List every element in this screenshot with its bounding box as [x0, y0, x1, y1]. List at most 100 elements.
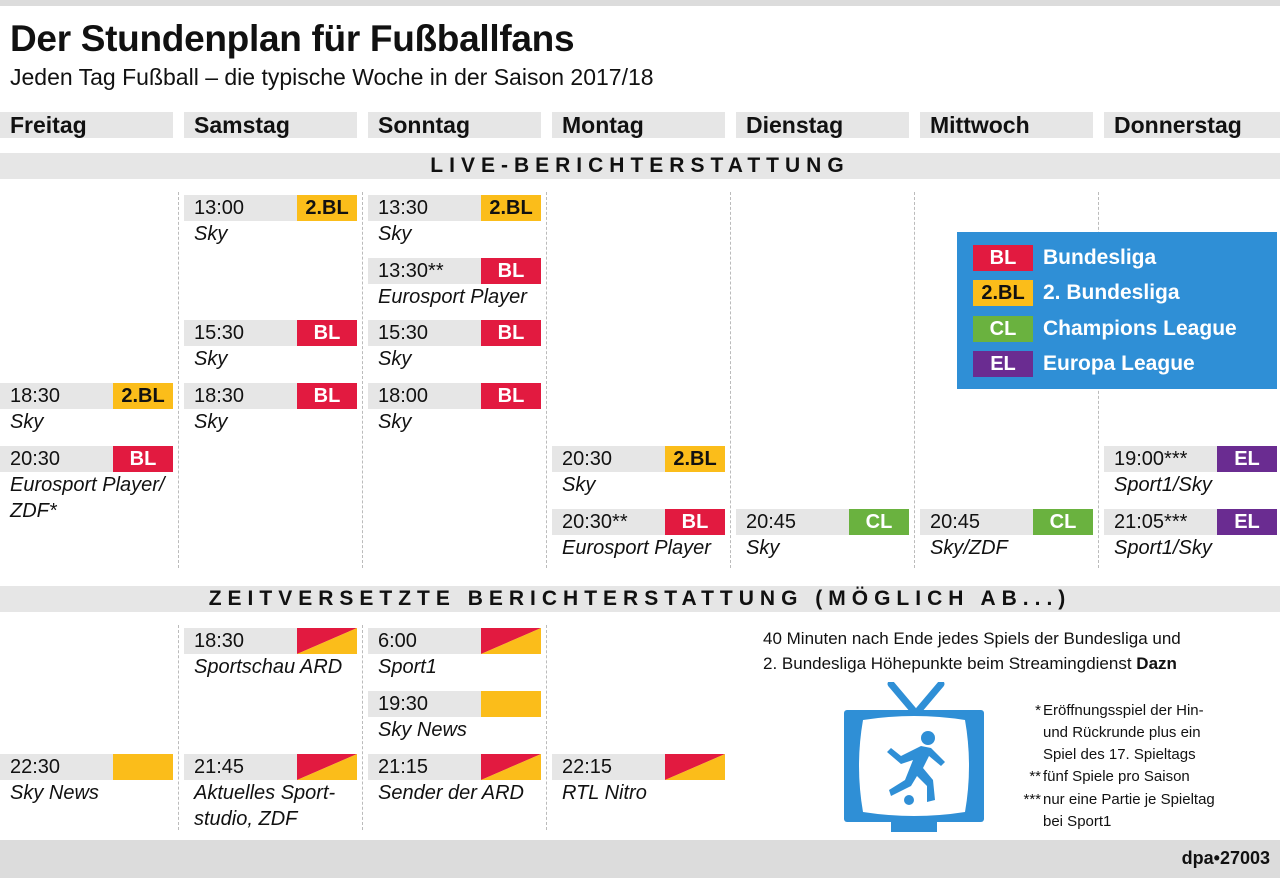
badge-2bl: 2.BL — [113, 383, 173, 409]
column-separator — [178, 625, 179, 830]
badge-2bl: 2.BL — [297, 195, 357, 221]
live-slot-time: 21:05*** EL — [1104, 509, 1277, 535]
badge-el: EL — [1217, 509, 1277, 535]
live-slot-time: 15:30 BL — [368, 320, 541, 346]
page-subtitle: Jeden Tag Fußball – die typische Woche i… — [10, 64, 654, 90]
badge-2bl: 2.BL — [481, 195, 541, 221]
top-rule — [0, 0, 1280, 6]
badge-bl: BL — [297, 320, 357, 346]
live-slot-channel: Sky — [194, 223, 228, 245]
legend-label: 2. Bundesliga — [1043, 281, 1180, 304]
delayed-slot-time: 21:15 — [368, 754, 541, 780]
column-separator — [178, 192, 179, 568]
delayed-slot-channel: Sky News — [10, 782, 99, 804]
column-separator — [546, 625, 547, 830]
delayed-slot-time: 22:30 — [0, 754, 173, 780]
column-separator — [362, 625, 363, 830]
day-header-sonntag: Sonntag — [368, 112, 541, 138]
footnote-mark: * — [1035, 702, 1041, 719]
legend-label: Champions League — [1043, 317, 1237, 340]
live-slot-time: 20:30** BL — [552, 509, 725, 535]
live-slot-channel: Eurosport Player/ — [10, 474, 165, 496]
live-slot-channel: ZDF* — [10, 500, 57, 522]
dazn-note-line2: 2. Bundesliga Höhepunkte beim Streamingd… — [763, 654, 1177, 673]
delayed-slot-channel: Sky News — [378, 719, 467, 741]
live-slot-time: 20:30 2.BL — [552, 446, 725, 472]
column-separator — [914, 192, 915, 568]
footnote-text: und Rückrunde plus ein — [1043, 724, 1201, 741]
live-slot-time: 20:45 CL — [736, 509, 909, 535]
live-slot-channel: Sky — [194, 411, 228, 433]
footnote-text: fünf Spiele pro Saison — [1043, 768, 1190, 785]
live-slot-channel: Sky — [378, 411, 412, 433]
day-header-samstag: Samstag — [184, 112, 357, 138]
live-slot-time: 20:45 CL — [920, 509, 1093, 535]
column-separator — [362, 192, 363, 568]
live-slot-channel: Sky — [194, 348, 228, 370]
live-slot-channel: Eurosport Player — [562, 537, 711, 559]
delayed-slot-time: 18:30 — [184, 628, 357, 654]
legend-swatch: EL — [973, 351, 1033, 377]
column-separator — [730, 192, 731, 568]
delayed-slot-channel: Sport1 — [378, 656, 437, 678]
badge-bl: BL — [481, 258, 541, 284]
column-separator — [546, 192, 547, 568]
ard-swatch — [481, 754, 541, 780]
delayed-slot-time: 6:00 — [368, 628, 541, 654]
live-section-header: LIVE-BERICHTERSTATTUNG — [0, 153, 1280, 179]
page-title: Der Stundenplan für Fußballfans — [10, 18, 575, 59]
delayed-slot-channel: RTL Nitro — [562, 782, 647, 804]
badge-bl: BL — [481, 320, 541, 346]
legend: BL Bundesliga 2.BL 2. Bundesliga CL Cham… — [957, 232, 1277, 389]
live-slot-channel: Sky — [378, 223, 412, 245]
live-slot-channel: Sky — [378, 348, 412, 370]
live-slot-time: 19:00*** EL — [1104, 446, 1277, 472]
live-slot-time: 20:30 BL — [0, 446, 173, 472]
badge-el: EL — [1217, 446, 1277, 472]
legend-swatch: 2.BL — [973, 280, 1033, 306]
badge-cl: CL — [849, 509, 909, 535]
day-header-mittwoch: Mittwoch — [920, 112, 1093, 138]
day-header-donnerstag: Donnerstag — [1104, 112, 1280, 138]
rtl-nitro-swatch — [665, 754, 725, 780]
source-credit: dpa•27003 — [1181, 848, 1270, 868]
live-slot-time: 18:30 BL — [184, 383, 357, 409]
footnote-mark: *** — [1023, 791, 1041, 808]
footnote-text: bei Sport1 — [1043, 813, 1112, 830]
badge-bl: BL — [113, 446, 173, 472]
delayed-slot-time: 19:30 — [368, 691, 541, 717]
badge-bl: BL — [481, 383, 541, 409]
badge-bl: BL — [297, 383, 357, 409]
live-slot-time: 13:30 2.BL — [368, 195, 541, 221]
badge-bl: BL — [665, 509, 725, 535]
footer-bar — [0, 840, 1280, 878]
delayed-slot-time: 21:45 — [184, 754, 357, 780]
footnote-text: nur eine Partie je Spieltag — [1043, 791, 1215, 808]
live-slot-channel: Sky — [562, 474, 596, 496]
delayed-section-header: ZEITVERSETZTE BERICHTERSTATTUNG (MÖGLICH… — [0, 586, 1280, 612]
live-slot-channel: Sport1/Sky — [1114, 474, 1212, 496]
badge-cl: CL — [1033, 509, 1093, 535]
footnote-text: Spiel des 17. Spieltags — [1043, 746, 1196, 763]
live-slot-time: 13:00 2.BL — [184, 195, 357, 221]
footnote-mark: ** — [1029, 768, 1041, 785]
day-header-freitag: Freitag — [0, 112, 173, 138]
ard-swatch — [297, 628, 357, 654]
live-slot-time: 18:30 2.BL — [0, 383, 173, 409]
footnote-text: Eröffnungsspiel der Hin- — [1043, 702, 1204, 719]
legend-label: Europa League — [1043, 352, 1195, 375]
dazn-note-line1: 40 Minuten nach Ende jedes Spiels der Bu… — [763, 629, 1181, 648]
live-slot-channel: Sport1/Sky — [1114, 537, 1212, 559]
legend-swatch: BL — [973, 245, 1033, 271]
live-slot-channel: Eurosport Player — [378, 286, 527, 308]
live-slot-channel: Sky/ZDF — [930, 537, 1008, 559]
delayed-slot-time: 22:15 — [552, 754, 725, 780]
tv-football-icon — [844, 682, 984, 832]
zdf-swatch — [297, 754, 357, 780]
live-slot-channel: Sky — [746, 537, 780, 559]
delayed-slot-channel: Sportschau ARD — [194, 656, 343, 678]
badge-2bl: 2.BL — [665, 446, 725, 472]
day-header-dienstag: Dienstag — [736, 112, 909, 138]
sport1-swatch — [481, 628, 541, 654]
day-header-montag: Montag — [552, 112, 725, 138]
